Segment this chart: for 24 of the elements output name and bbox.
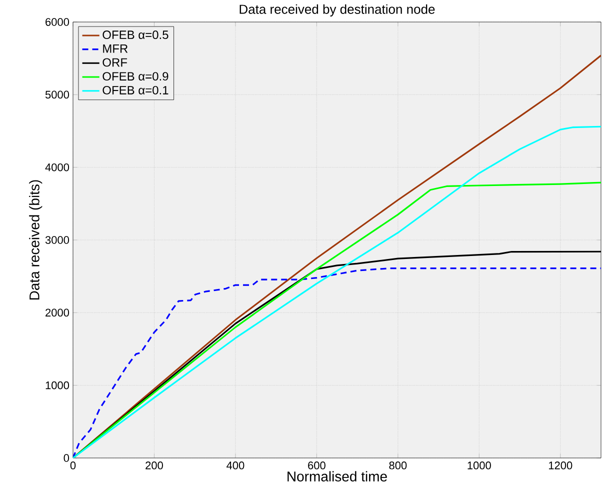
x-tick-label: 1000 [468,462,491,470]
x-tick-label: 200 [146,462,163,470]
chart-title: Data received by destination node [240,4,435,16]
x-tick-label: 0 [70,462,76,470]
y-tick-label: 0 [64,454,70,462]
x-tick-label: 800 [389,462,407,470]
y-axis-title: Data received (bits) [29,180,42,300]
y-tick-label: 1000 [46,381,70,390]
y-tick-label: 6000 [46,18,70,26]
x-axis-title: Normalised time [288,471,387,482]
x-tick-label: 400 [226,462,244,470]
legend-label: MFR [103,44,128,53]
line-series [73,126,601,458]
x-tick-label: 1200 [548,462,572,470]
legend-label: ORF [102,58,128,67]
line-series [73,182,601,458]
legend-label: OFEB α=0.9 [102,72,168,81]
legend-label: OFEB α=0.1 [102,86,168,94]
y-tick-label: 5000 [45,90,70,99]
x-tick-label: 600 [308,462,326,470]
y-tick-label: 3000 [45,236,70,244]
y-tick-label: 2000 [46,308,70,317]
legend-label: OFEB α=0.5 [102,30,168,40]
y-tick-label: 4000 [45,163,70,172]
